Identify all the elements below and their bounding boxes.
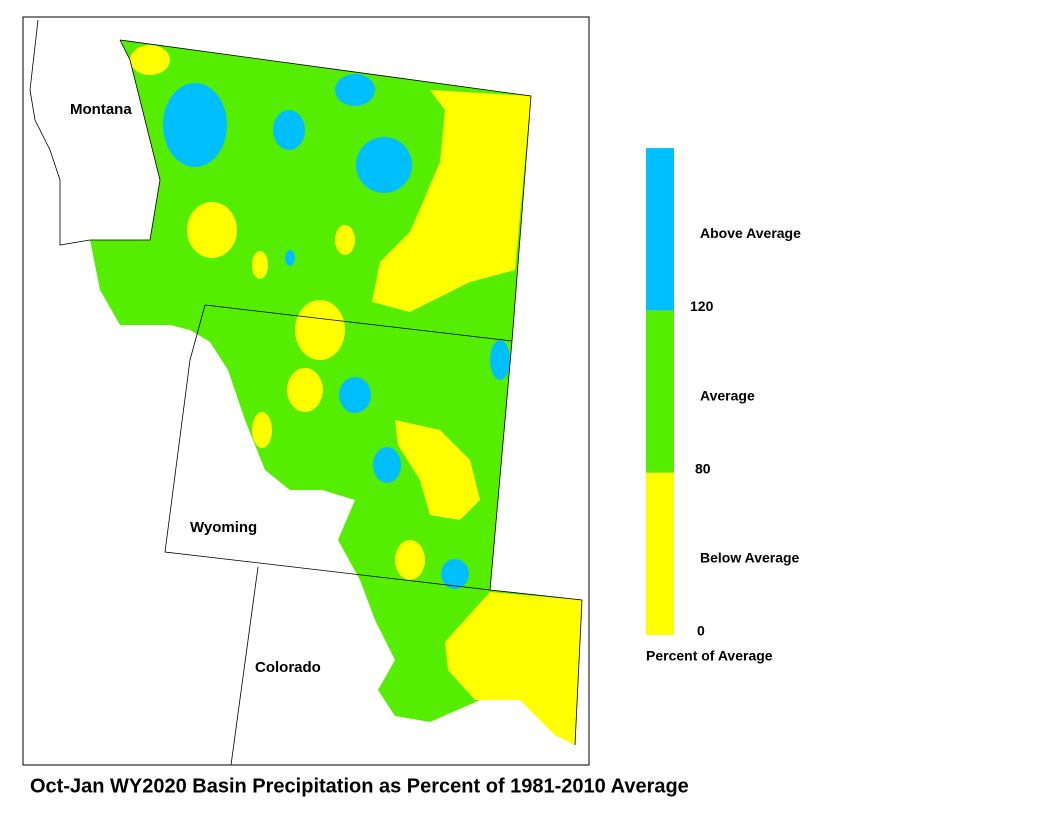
legend-label: Average [700, 387, 755, 403]
basin-above [441, 559, 469, 589]
basin-above [273, 110, 305, 150]
basin-above [335, 74, 375, 106]
legend-tick: 0 [697, 623, 705, 639]
legend-caption: Percent of Average [646, 648, 773, 664]
basin-below [130, 45, 170, 75]
basin-below [252, 251, 268, 279]
basin-above [285, 250, 295, 266]
basin-below [295, 300, 345, 360]
state-boundary [119, 39, 532, 591]
basin-below [395, 540, 425, 580]
basin-below [445, 592, 582, 745]
basin-below [335, 225, 355, 255]
state-boundary [204, 304, 513, 342]
basin-below [395, 420, 480, 520]
basin-above [490, 340, 510, 380]
state-label: Colorado [255, 659, 321, 676]
basin-above [339, 377, 371, 413]
legend-swatch [646, 148, 674, 311]
legend: Percent of Average Below Average Average A… [646, 148, 801, 664]
state-label: Montana [70, 101, 132, 118]
state-label: Wyoming [190, 519, 257, 536]
legend-swatch [646, 472, 674, 635]
legend-label: Below Average [700, 550, 800, 566]
basin-above [356, 137, 412, 193]
basin-above [163, 83, 227, 167]
state-boundary [29, 19, 161, 246]
legend-label: Above Average [700, 225, 801, 241]
state-boundary [230, 566, 259, 766]
title: Oct-Jan WY2020 Basin Precipitation as Pe… [30, 775, 689, 797]
map: Montana Wyoming Colorado [22, 16, 590, 766]
basin-above [373, 447, 401, 483]
basin-below [187, 202, 237, 258]
basin-below [252, 412, 272, 448]
legend-tick: 80 [695, 460, 711, 476]
basin-below [287, 368, 323, 412]
legend-swatch [646, 310, 674, 473]
basin-below [372, 90, 531, 312]
legend-tick: 120 [690, 298, 714, 314]
state-boundary [164, 304, 583, 746]
